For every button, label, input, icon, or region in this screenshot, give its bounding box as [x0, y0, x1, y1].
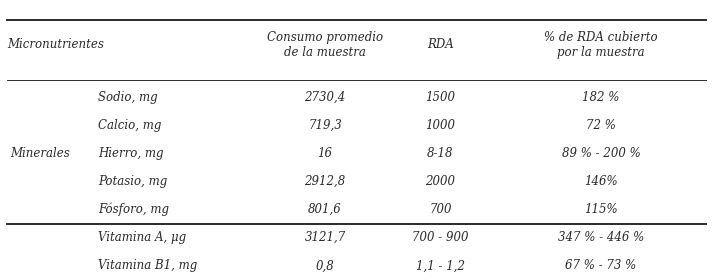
- Text: Sodio, mg: Sodio, mg: [98, 91, 158, 104]
- Text: 700 - 900: 700 - 900: [412, 231, 468, 244]
- Text: 3121,7: 3121,7: [304, 231, 346, 244]
- Text: 8-18: 8-18: [427, 147, 453, 160]
- Text: Potasio, mg: Potasio, mg: [98, 175, 168, 188]
- Text: 2730,4: 2730,4: [304, 91, 346, 104]
- Text: 89 % - 200 %: 89 % - 200 %: [562, 147, 640, 160]
- Text: 1500: 1500: [426, 91, 456, 104]
- Text: 146%: 146%: [584, 175, 618, 188]
- Text: 1000: 1000: [426, 119, 456, 132]
- Text: 16: 16: [317, 147, 332, 160]
- Text: 182 %: 182 %: [583, 91, 620, 104]
- Text: 0,8: 0,8: [316, 259, 334, 272]
- Text: 801,6: 801,6: [308, 203, 342, 216]
- Text: 67 % - 73 %: 67 % - 73 %: [565, 259, 637, 272]
- Text: 1,1 - 1,2: 1,1 - 1,2: [416, 259, 465, 272]
- Text: 2000: 2000: [426, 175, 456, 188]
- Text: Consumo promedio
de la muestra: Consumo promedio de la muestra: [267, 31, 383, 59]
- Text: 719,3: 719,3: [308, 119, 342, 132]
- Text: Minerales: Minerales: [11, 147, 71, 160]
- Text: 115%: 115%: [584, 203, 618, 216]
- Text: Vitamina B1, mg: Vitamina B1, mg: [98, 259, 198, 272]
- Text: Vitamina A, μg: Vitamina A, μg: [98, 231, 186, 244]
- Text: 347 % - 446 %: 347 % - 446 %: [558, 231, 644, 244]
- Text: Fósforo, mg: Fósforo, mg: [98, 203, 169, 217]
- Text: 2912,8: 2912,8: [304, 175, 346, 188]
- Text: Micronutrientes: Micronutrientes: [7, 38, 104, 51]
- Text: % de RDA cubierto
por la muestra: % de RDA cubierto por la muestra: [544, 31, 658, 59]
- Text: 72 %: 72 %: [586, 119, 616, 132]
- Text: 700: 700: [429, 203, 451, 216]
- Text: Calcio, mg: Calcio, mg: [98, 119, 161, 132]
- Text: RDA: RDA: [427, 38, 453, 51]
- Text: Hierro, mg: Hierro, mg: [98, 147, 163, 160]
